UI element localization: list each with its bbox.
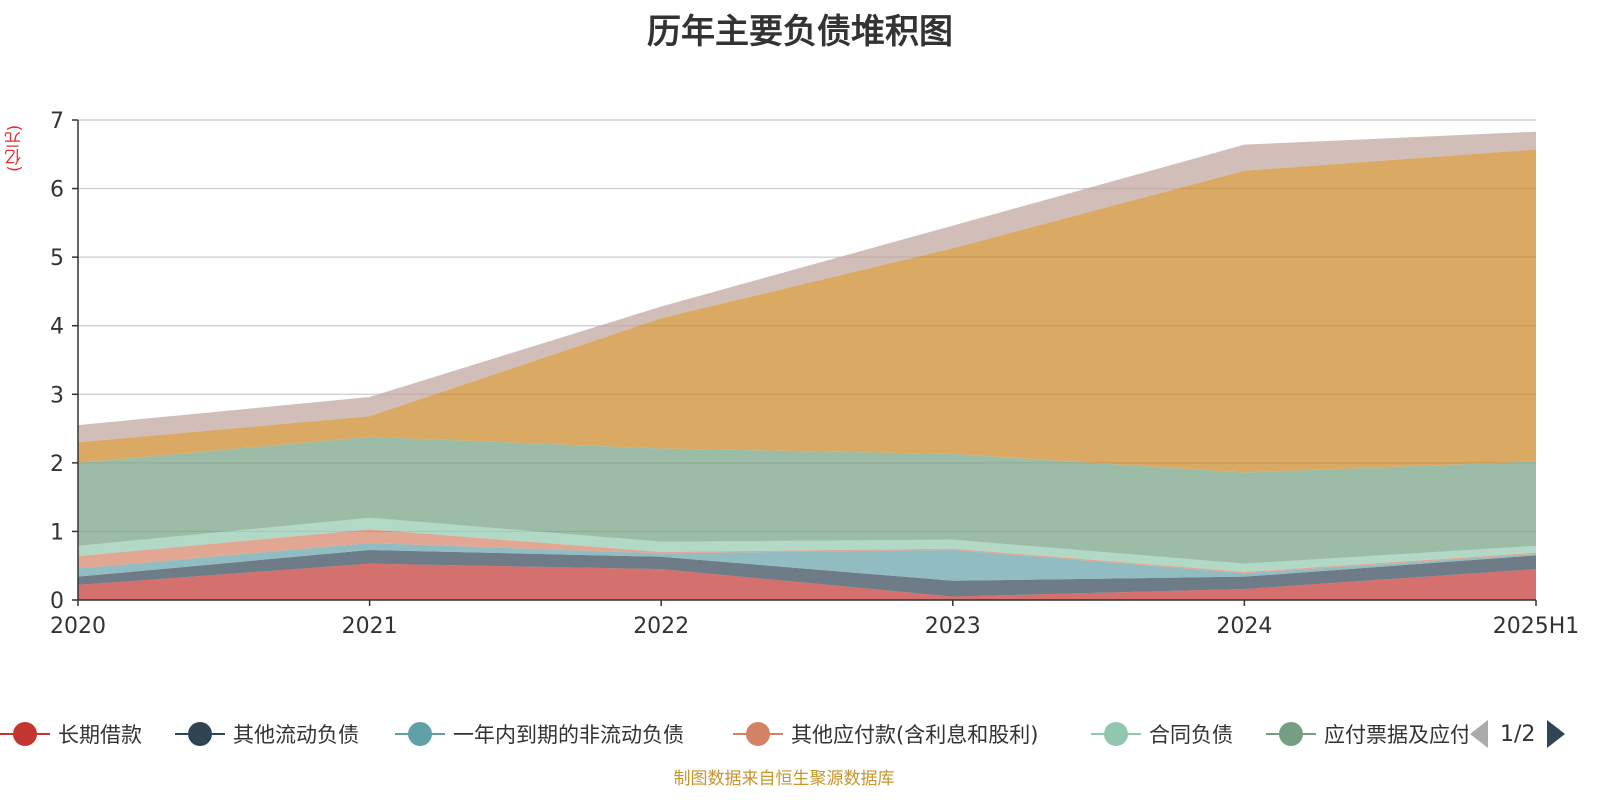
- y-tick-label: 5: [50, 246, 64, 271]
- area-series-7: [78, 131, 1536, 443]
- y-tick-label: 0: [50, 589, 64, 614]
- x-tick-label: 2025H1: [1493, 614, 1580, 639]
- chart-title: 历年主要负债堆积图: [647, 12, 953, 52]
- legend: 长期借款 其他流动负债 一年内到期的非流动负债 其他应付款(含利息和股利) 合同负债 应付…: [0, 716, 1468, 752]
- y-tick-label: 6: [50, 178, 64, 203]
- x-tick-label: 2024: [1216, 614, 1272, 639]
- legend-prev-page-icon[interactable]: [1470, 720, 1488, 748]
- area-series-4: [78, 517, 1536, 572]
- legend-pager: 1/2: [1470, 716, 1566, 752]
- data-source-note: 制图数据来自恒生聚源数据库: [673, 769, 895, 789]
- legend-label: 其他流动负债: [233, 723, 359, 747]
- x-tick-label: 2021: [342, 614, 398, 639]
- legend-marker-icon: [1091, 716, 1141, 752]
- area-series-6: [78, 149, 1536, 473]
- stacked-area-chart: 0 1 2 3 4 5 6 7 2020 2021 2022 2023 2024 2025H1: [50, 109, 1580, 639]
- legend-item[interactable]: 长期借款: [0, 716, 142, 752]
- area-series-0: [78, 563, 1536, 600]
- x-tick-label: 2023: [925, 614, 981, 639]
- x-tick-label: 2022: [633, 614, 689, 639]
- legend-item[interactable]: 其他流动负债: [175, 716, 359, 752]
- legend-item[interactable]: 一年内到期的非流动负债: [395, 716, 684, 752]
- legend-item[interactable]: 应付票据及应付账款: [1266, 716, 1468, 752]
- area-series-2: [78, 543, 1536, 581]
- y-tick-label: 7: [50, 109, 64, 134]
- legend-label: 合同负债: [1149, 723, 1233, 747]
- legend-item[interactable]: 其他应付款(含利息和股利): [733, 716, 1038, 752]
- legend-label: 长期借款: [58, 723, 142, 747]
- legend-label: 应付票据及应付账款: [1324, 723, 1468, 747]
- area-series-3: [78, 529, 1536, 574]
- y-tick-label: 3: [50, 383, 64, 408]
- y-tick-label: 2: [50, 452, 64, 477]
- legend-label: 一年内到期的非流动负债: [453, 723, 684, 747]
- legend-item[interactable]: 合同负债: [1091, 716, 1233, 752]
- legend-page-indicator: 1/2: [1500, 721, 1536, 747]
- legend-next-page-icon[interactable]: [1547, 720, 1566, 748]
- area-series-1: [78, 549, 1536, 597]
- y-tick-label: 4: [50, 315, 64, 340]
- legend-marker-icon: [395, 716, 445, 752]
- area-series-5: [78, 436, 1536, 564]
- legend-marker-icon: [733, 716, 783, 752]
- legend-label: 其他应付款(含利息和股利): [791, 723, 1039, 747]
- y-tick-label: 1: [50, 520, 64, 545]
- x-tick-label: 2020: [50, 614, 106, 639]
- legend-marker-icon: [1266, 716, 1316, 752]
- legend-marker-icon: [0, 716, 50, 752]
- legend-marker-icon: [175, 716, 225, 752]
